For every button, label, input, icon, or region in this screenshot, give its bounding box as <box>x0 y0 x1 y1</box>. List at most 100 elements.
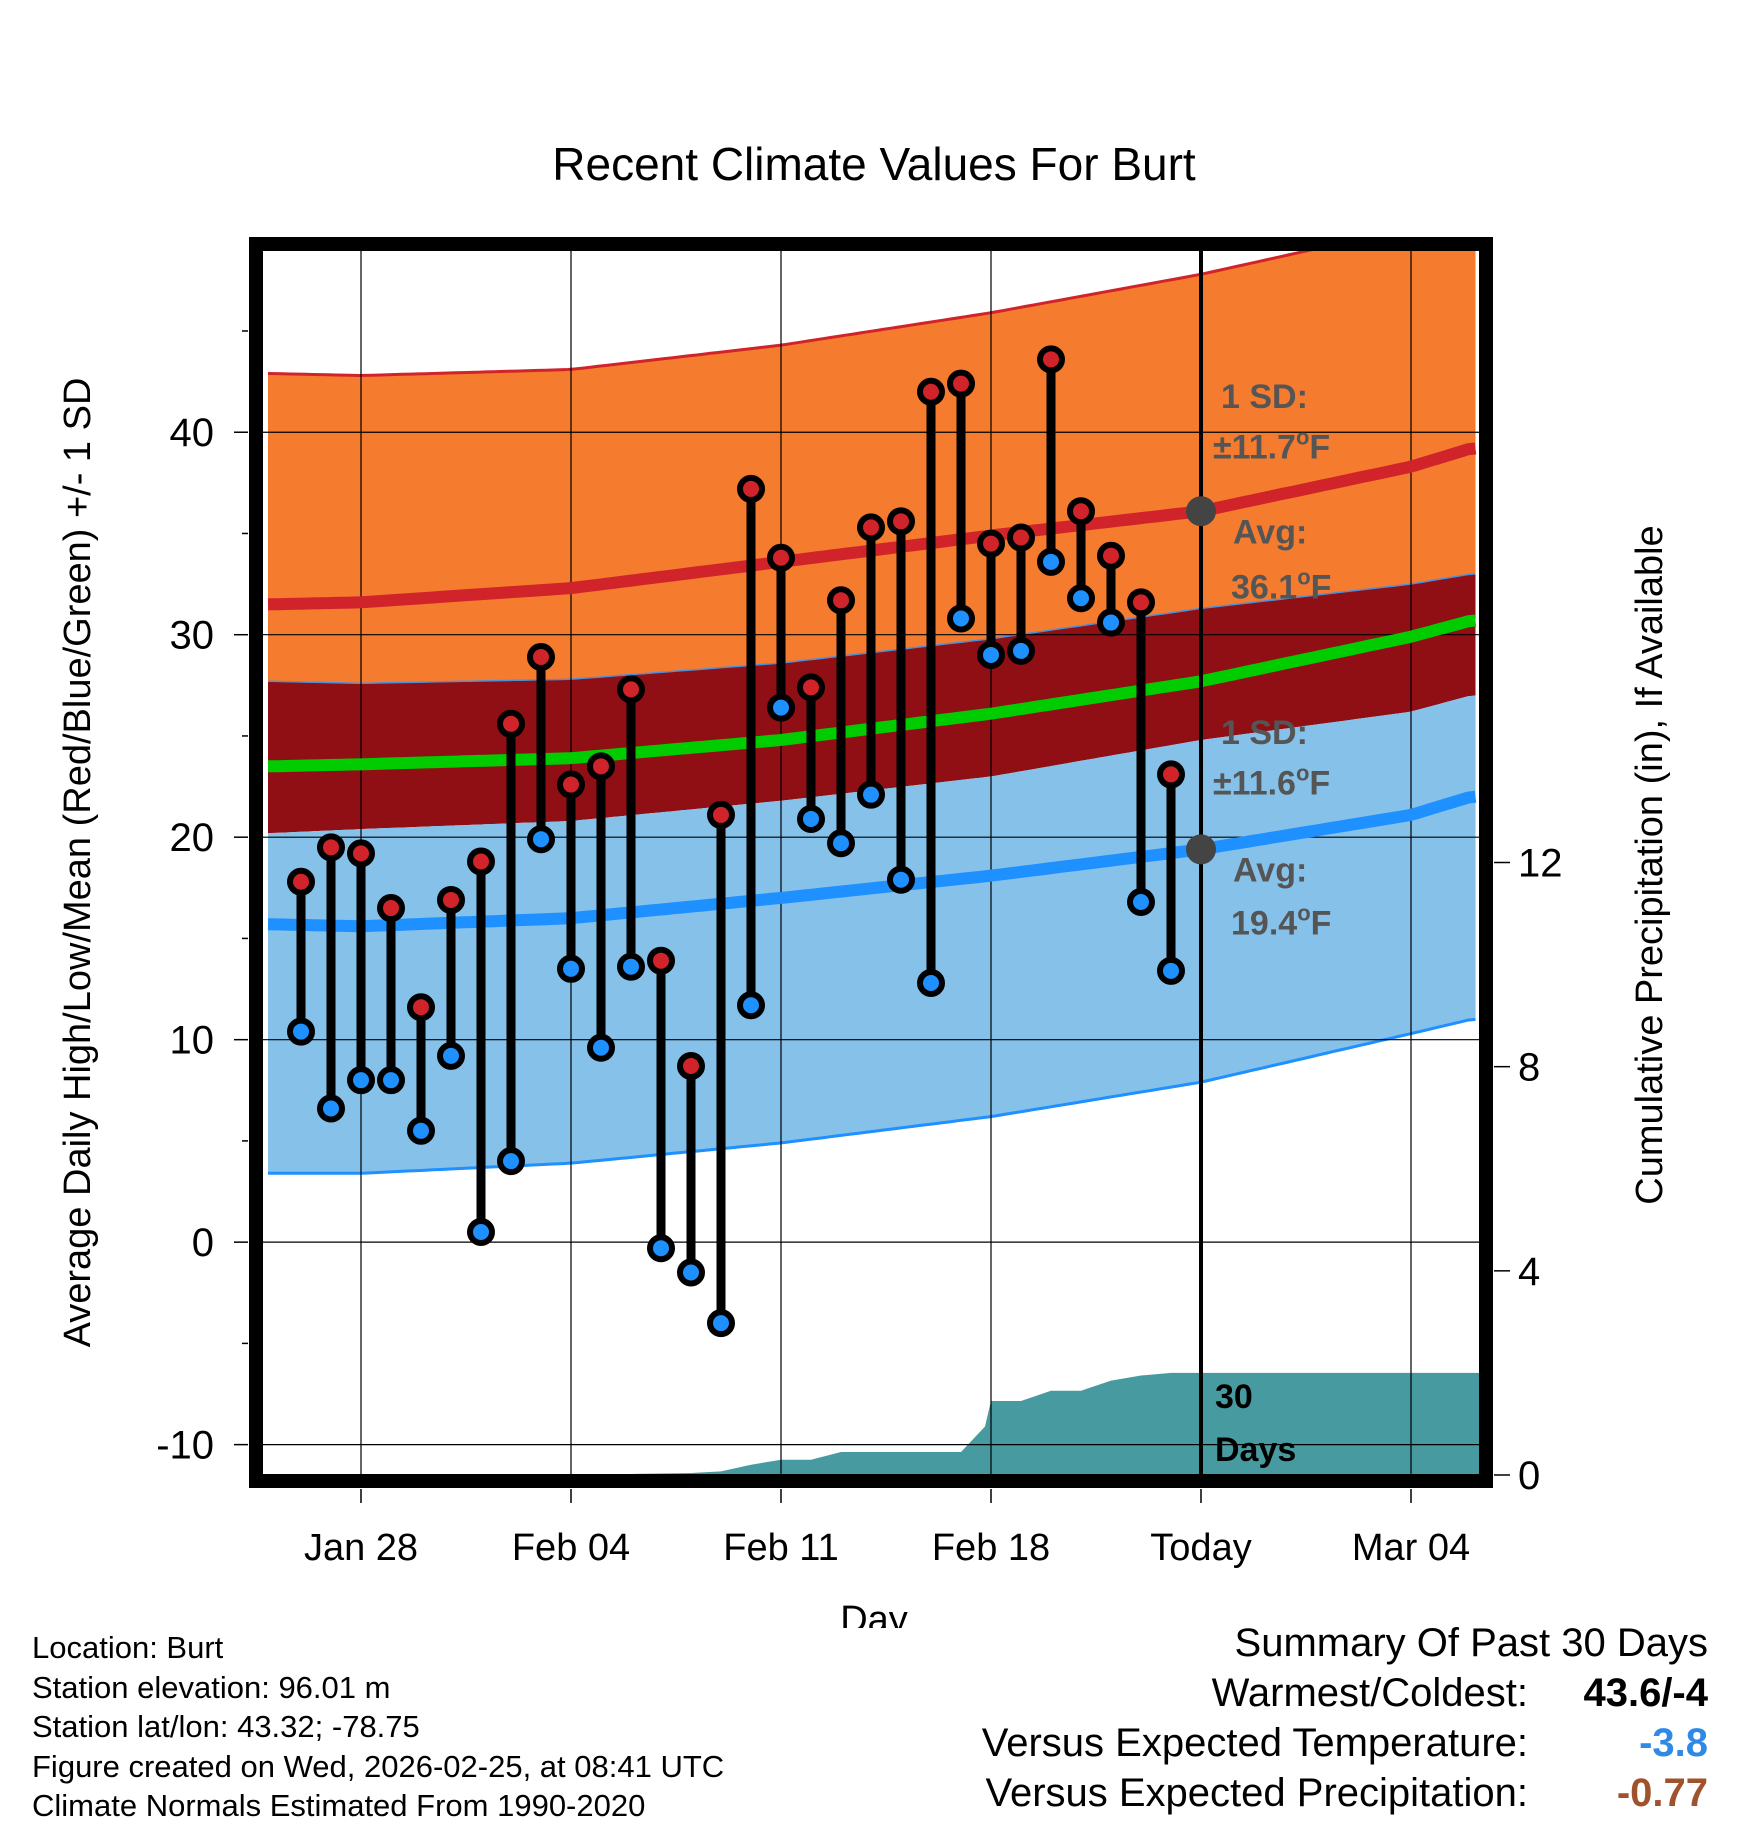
low-point <box>797 804 825 833</box>
high-point <box>1007 523 1035 552</box>
high-avg-value: 36.1oF <box>1231 564 1331 606</box>
days-count-label: 30 <box>1215 1378 1253 1416</box>
low-avg-line <box>267 790 1477 933</box>
low-point <box>947 604 975 633</box>
high-sd-value: ±11.7oF <box>1213 425 1330 467</box>
x-tick-label: Mar 04 <box>1352 1527 1470 1569</box>
elevation-text: Station elevation: 96.01 m <box>32 1669 391 1705</box>
low-point <box>407 1116 435 1145</box>
high-sd-upper-line <box>267 250 1318 378</box>
today-high-avg-marker <box>1186 496 1216 527</box>
high-sd-value-degree: o <box>1296 425 1309 450</box>
low-avg-value-number: 19.4 <box>1231 904 1297 942</box>
low-point <box>317 1094 345 1123</box>
high-point <box>827 586 855 615</box>
low-point <box>347 1066 375 1095</box>
high-point <box>677 1051 705 1080</box>
y2-tick-label: 0 <box>1518 1454 1540 1498</box>
x-tick-label: Today <box>1150 1527 1251 1569</box>
high-point <box>737 474 765 503</box>
y-axis-title: Average Daily High/Low/Mean (Red/Blue/Gr… <box>57 378 99 1348</box>
low-point <box>1097 608 1125 637</box>
high-point <box>377 894 405 923</box>
high-avg-value-unit: F <box>1311 568 1332 606</box>
y-tick-label: 40 <box>170 411 215 455</box>
high-point <box>347 839 375 868</box>
low-sd-value-degree: o <box>1296 761 1309 786</box>
y-tick-label: 20 <box>170 816 215 860</box>
low-point <box>707 1309 735 1338</box>
high-avg-label: Avg: <box>1233 514 1307 552</box>
warmest-coldest-label: Warmest/Coldest: <box>1211 1671 1528 1715</box>
y-tick-label: -10 <box>156 1424 214 1468</box>
low-point <box>737 991 765 1020</box>
precip-area <box>271 1372 1480 1475</box>
y2-axis-title: Cumulative Precipitation (in), If Availa… <box>1629 525 1671 1204</box>
low-point <box>1037 547 1065 576</box>
x-tick-label: Jan 28 <box>304 1527 418 1569</box>
high-point <box>977 529 1005 558</box>
precip-departure-row: Versus Expected Precipitation: -0.77 <box>982 1768 1708 1818</box>
high-point <box>887 507 915 536</box>
low-point <box>617 952 645 981</box>
y-tick-label: 30 <box>170 614 215 658</box>
low-point <box>527 825 555 854</box>
y2-tick-label: 12 <box>1518 842 1563 886</box>
low-point <box>677 1258 705 1287</box>
high-point <box>407 993 435 1022</box>
low-point <box>1157 956 1185 985</box>
temp-departure-value: -3.8 <box>1639 1721 1708 1765</box>
low-point <box>587 1033 615 1062</box>
low-avg-label: Avg: <box>1233 852 1307 890</box>
temp-departure-label: Versus Expected Temperature: <box>981 1721 1528 1765</box>
today-low-avg-marker <box>1186 834 1216 865</box>
high-point <box>767 543 795 572</box>
high-point <box>587 752 615 781</box>
y-tick-label: 0 <box>192 1221 214 1265</box>
high-point <box>317 833 345 862</box>
high-point <box>527 642 555 671</box>
y2-tick-label: 4 <box>1518 1250 1540 1294</box>
days-text-label: Days <box>1215 1431 1296 1469</box>
high-sd-value-unit: F <box>1309 429 1330 467</box>
low-avg-value-unit: F <box>1311 904 1332 942</box>
x-tick-label: Feb 18 <box>932 1527 1050 1569</box>
warmest-coldest-row: Warmest/Coldest: 43.6/-4 <box>982 1668 1708 1718</box>
low-point <box>377 1066 405 1095</box>
low-point <box>827 829 855 858</box>
low-point <box>1007 636 1035 665</box>
high-point <box>1157 760 1185 789</box>
high-point <box>797 673 825 702</box>
normals-text: Climate Normals Estimated From 1990-2020 <box>32 1788 646 1823</box>
high-point <box>557 770 585 799</box>
low-point <box>497 1147 525 1176</box>
created-text: Figure created on Wed, 2026-02-25, at 08… <box>32 1748 725 1784</box>
location-text: Location: Burt <box>32 1630 224 1665</box>
y-tick-label: 10 <box>170 1019 215 1063</box>
high-point <box>467 847 495 876</box>
low-sd-value-unit: F <box>1309 765 1330 803</box>
low-avg-value-degree: o <box>1297 900 1310 925</box>
low-point <box>887 865 915 894</box>
low-point <box>287 1017 315 1046</box>
high-point <box>1097 541 1125 570</box>
high-point <box>617 675 645 704</box>
high-point <box>647 946 675 975</box>
low-sd-value-number: ±11.6 <box>1213 765 1296 803</box>
high-sd-label: 1 SD: <box>1221 378 1308 416</box>
x-tick-label: Feb 04 <box>512 1527 630 1569</box>
summary-panel: Summary Of Past 30 Days Warmest/Coldest:… <box>982 1618 1708 1818</box>
summary-title: Summary Of Past 30 Days <box>1234 1621 1708 1665</box>
precip-departure-value: -0.77 <box>1616 1771 1708 1815</box>
high-sd-value-number: ±11.7 <box>1213 429 1296 467</box>
plot-content <box>262 250 1480 1475</box>
warmest-coldest-value: 43.6/-4 <box>1583 1671 1708 1715</box>
high-sd-band <box>268 250 1476 684</box>
high-point <box>437 885 465 914</box>
high-avg-value-number: 36.1 <box>1231 568 1297 606</box>
low-point <box>1127 887 1155 916</box>
temp-departure-row: Versus Expected Temperature: -3.8 <box>982 1718 1708 1768</box>
y2-tick-label: 8 <box>1518 1046 1540 1090</box>
precip-departure-label: Versus Expected Precipitation: <box>985 1771 1528 1815</box>
